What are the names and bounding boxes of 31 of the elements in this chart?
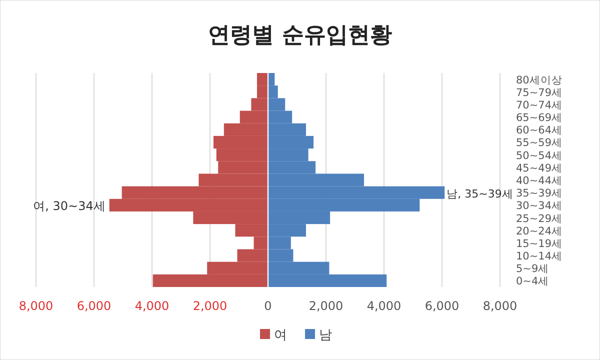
x-tick-label: 4,000 [366,299,402,313]
chart-title: 연령별 순유입현황 [208,23,392,48]
legend-label: 여 [274,328,287,343]
y-tick-label: 5~9세 [516,263,550,276]
y-tick-label: 20~24세 [516,225,563,238]
x-tick-label: 2,000 [308,299,344,313]
x-tick-label: 8,000 [18,299,54,313]
y-tick-label: 10~14세 [516,250,563,263]
y-tick-label: 50~54세 [516,150,563,162]
y-tick-label: 40~44세 [516,175,563,187]
x-tick-label: 6,000 [76,299,112,313]
y-tick-label: 80세이상 [516,74,562,86]
y-tick-label: 65~69세 [516,112,563,124]
y-tick-label: 15~19세 [516,238,563,250]
x-tick-label: 4,000 [134,299,170,313]
x-tick-label: 2,000 [192,299,228,313]
y-tick-label: 35~39세 [516,188,563,200]
y-tick-label: 25~29세 [516,212,563,225]
x-tick-label: 8,000 [482,299,518,313]
y-tick-label: 70~74세 [516,99,563,112]
y-tick-label: 75~79세 [516,86,563,99]
annotation: 남, 35~39세 [446,188,513,201]
y-tick-label: 60~64세 [516,124,563,137]
legend-label: 남 [319,328,332,343]
annotation: 여, 30~34세 [33,199,106,214]
y-tick-label: 30~34세 [516,200,563,212]
x-tick-label: 0 [264,299,272,313]
y-tick-label: 45~49세 [516,162,563,174]
y-tick-label: 55~59세 [516,137,563,150]
x-tick-label: 6,000 [424,299,460,313]
y-tick-label: 0~4세 [516,276,550,288]
